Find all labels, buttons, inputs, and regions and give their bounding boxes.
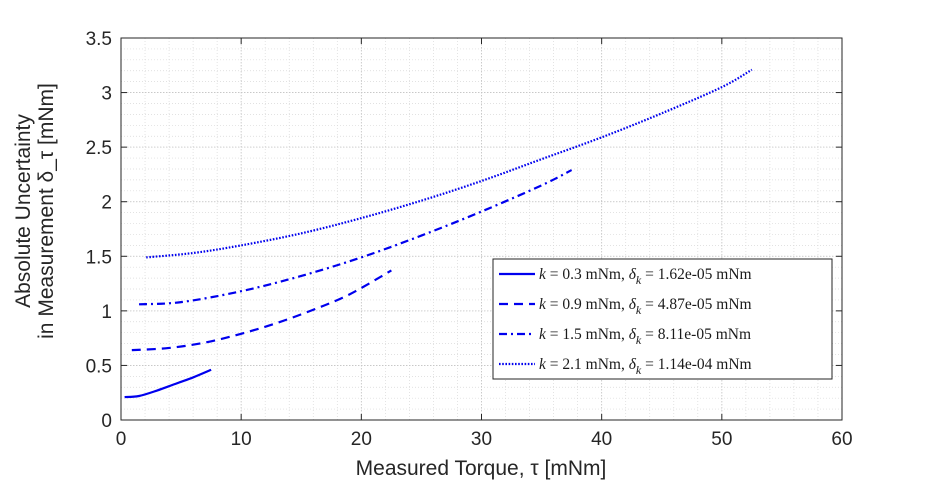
- y-axis-label-line2: in Measurement δ_τ [mNm]: [35, 83, 58, 339]
- tick-labels: 0 10 20 30 40 50 60 0 0.5 1 1.5 2 2.5 3 3.5: [86, 29, 853, 450]
- y-axis-label-line2-text: in Measurement δ_τ [mNm]: [35, 83, 58, 339]
- series-lines: [124, 68, 753, 399]
- legend-entry-4: k = 2.1 mNm, δk = 1.14e-04 mNm: [539, 356, 752, 377]
- x-tick-label: 20: [351, 429, 372, 450]
- axis-ticks: [120, 37, 843, 421]
- y-tick-label: 0.5: [86, 356, 112, 377]
- y-axis-label-group: Absolute Uncertainty in Measurement δ_τ …: [12, 83, 58, 339]
- y-tick-label: 1.5: [86, 247, 112, 268]
- series-line-1: [124, 368, 212, 399]
- x-axis-label: Measured Torque, τ [mNm]: [356, 457, 607, 480]
- y-tick-label: 3: [101, 84, 112, 105]
- y-tick-label: 1: [101, 302, 112, 323]
- x-tick-label: 0: [116, 429, 127, 450]
- x-tick-label: 40: [591, 429, 612, 450]
- x-tick-label: 60: [831, 429, 852, 450]
- series-line-4: [146, 68, 753, 259]
- y-tick-label: 3.5: [86, 29, 112, 50]
- series-line-2: [131, 269, 392, 352]
- y-tick-label: 0: [101, 411, 112, 432]
- x-tick-label: 30: [471, 429, 492, 450]
- x-tick-label: 10: [231, 429, 252, 450]
- legend-entry-3: k = 1.5 mNm, δk = 8.11e-05 mNm: [539, 326, 751, 347]
- series-line-3: [138, 169, 573, 306]
- y-axis-label-line1: Absolute Uncertainty: [12, 114, 35, 308]
- x-tick-label: 50: [711, 429, 732, 450]
- y-tick-label: 2.5: [86, 138, 112, 159]
- legend-entry-2: k = 0.9 mNm, δk = 4.87e-05 mNm: [539, 296, 752, 317]
- y-tick-label: 2: [101, 193, 112, 214]
- legend-entry-1: k = 0.3 mNm, δk = 1.62e-05 mNm: [539, 266, 752, 287]
- legend-box: [492, 258, 833, 380]
- legend: k = 0.3 mNm, δk = 1.62e-05 mNm k = 0.9 mN…: [492, 258, 833, 380]
